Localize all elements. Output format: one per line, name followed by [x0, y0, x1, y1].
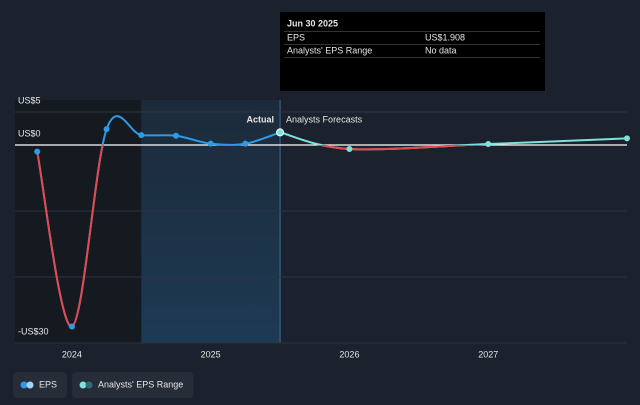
x-tick-label: 2024 — [62, 349, 82, 359]
tooltip-label: Analysts' EPS Range — [287, 45, 372, 55]
point — [34, 148, 41, 155]
y-tick-label: US$0 — [18, 128, 41, 138]
x-tick-label: 2025 — [201, 349, 221, 359]
legend-label: Analysts' EPS Range — [98, 379, 183, 389]
point — [242, 140, 249, 147]
line-negative — [316, 145, 489, 151]
tooltip-value: US$1.908 — [425, 32, 465, 42]
point — [207, 140, 214, 147]
legend-item[interactable] — [72, 372, 194, 398]
point — [485, 141, 492, 148]
y-tick-label: US$5 — [18, 95, 41, 105]
annotation-actual: Actual — [247, 114, 275, 124]
x-tick-label: 2027 — [478, 349, 498, 359]
point — [103, 126, 110, 133]
point — [138, 132, 145, 139]
legend-dot — [26, 381, 34, 389]
legend-label: EPS — [39, 379, 57, 389]
highlight-region — [141, 100, 281, 343]
legend-dot — [85, 381, 93, 389]
x-tick-label: 2026 — [339, 349, 359, 359]
tooltip — [280, 12, 545, 91]
tooltip-value: No data — [425, 45, 457, 55]
legend-dot — [20, 381, 28, 389]
tooltip-label: EPS — [287, 32, 305, 42]
legend-dot — [79, 381, 87, 389]
point — [346, 145, 353, 152]
tooltip-title: Jun 30 2025 — [287, 18, 338, 28]
point — [172, 132, 179, 139]
point — [68, 323, 75, 330]
point-hover — [276, 128, 285, 137]
legend-item[interactable] — [13, 372, 68, 398]
annotation-forecast: Analysts Forecasts — [286, 114, 363, 124]
y-tick-label: -US$30 — [18, 326, 49, 336]
point — [624, 135, 630, 142]
past-region — [15, 100, 142, 343]
